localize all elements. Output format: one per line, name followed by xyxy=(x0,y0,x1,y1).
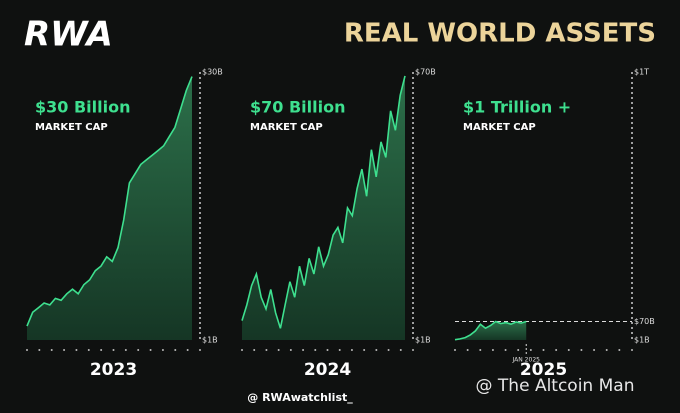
x-tick-dot xyxy=(199,349,201,351)
x-tick-dot xyxy=(387,349,390,351)
x-tick-dot xyxy=(161,349,164,351)
x-tick-dot xyxy=(112,349,115,351)
x-tick-dot xyxy=(124,349,127,351)
x-tick-dot xyxy=(567,349,570,351)
x-tick-dot xyxy=(504,349,507,351)
x-tick-dot xyxy=(555,349,558,351)
y-tick-label: $1T xyxy=(634,68,649,77)
x-tick-dot xyxy=(100,349,103,351)
x-tick-dot xyxy=(277,349,280,351)
x-tick-dot xyxy=(454,349,456,351)
x-axis-label: 2023 xyxy=(90,360,137,380)
x-tick-dot xyxy=(593,349,596,351)
chart-title: $30 Billion xyxy=(35,98,130,117)
x-tick-dot xyxy=(75,349,78,351)
x-tick-dot xyxy=(466,349,469,351)
x-tick-dot xyxy=(63,349,66,351)
x-tick-dot xyxy=(338,349,341,351)
line xyxy=(241,75,406,329)
x-tick-dot xyxy=(50,349,53,351)
x-tick-dot xyxy=(529,349,532,351)
x-tick-dot xyxy=(314,349,317,351)
line xyxy=(454,320,527,341)
chart-title: $70 Billion xyxy=(250,98,345,117)
chart-title: $1 Trillion + xyxy=(463,98,571,117)
area xyxy=(455,321,527,340)
x-tick-dot xyxy=(38,349,41,351)
x-tick-dot xyxy=(149,349,152,351)
x-tick-dot xyxy=(631,349,633,351)
x-tick-dot xyxy=(375,349,378,351)
area xyxy=(242,75,405,341)
x-tick-dot xyxy=(174,349,177,351)
x-tick-dot xyxy=(618,349,621,351)
x-tick-dot xyxy=(491,349,494,351)
x-tick-dot xyxy=(399,349,402,351)
y-tick-label: $1B xyxy=(634,336,650,345)
x-tick-dot xyxy=(302,349,305,351)
x-tick-dot xyxy=(186,349,189,351)
annotation: JAN 2025 xyxy=(512,357,541,364)
x-tick-dot xyxy=(26,349,28,351)
x-tick-dot xyxy=(479,349,482,351)
x-tick-dot xyxy=(87,349,90,351)
y-tick-label: $70B xyxy=(415,68,436,77)
chart-subtitle: MARKET CAP xyxy=(250,122,323,133)
logo: RWA xyxy=(24,15,113,55)
handle: @ RWAwatchlist_ xyxy=(247,391,353,404)
x-tick-dot xyxy=(363,349,366,351)
y-tick-label: $70B xyxy=(634,317,655,326)
x-tick-dot xyxy=(580,349,583,351)
x-tick-dot xyxy=(412,349,414,351)
x-tick-dot xyxy=(326,349,329,351)
x-axis-label: 2024 xyxy=(304,360,351,380)
x-tick-dot xyxy=(605,349,608,351)
x-tick-dot xyxy=(517,349,520,351)
y-tick-label: $30B xyxy=(202,68,223,77)
area xyxy=(27,76,192,340)
page-title: REAL WORLD ASSETS xyxy=(344,19,656,49)
x-tick-dot xyxy=(542,349,545,351)
chart-subtitle: MARKET CAP xyxy=(35,122,108,133)
watermark: @ The Altcoin Man xyxy=(476,376,635,396)
x-tick-dot xyxy=(265,349,268,351)
x-tick-dot xyxy=(253,349,256,351)
line xyxy=(26,76,193,327)
x-axis-label: 2025 xyxy=(520,360,567,380)
y-tick-label: $1B xyxy=(415,336,431,345)
x-tick-dot xyxy=(137,349,140,351)
chart-subtitle: MARKET CAP xyxy=(463,122,536,133)
x-tick-dot xyxy=(289,349,292,351)
x-tick-dot xyxy=(241,349,243,351)
x-tick-dot xyxy=(350,349,353,351)
y-tick-label: $1B xyxy=(202,336,218,345)
